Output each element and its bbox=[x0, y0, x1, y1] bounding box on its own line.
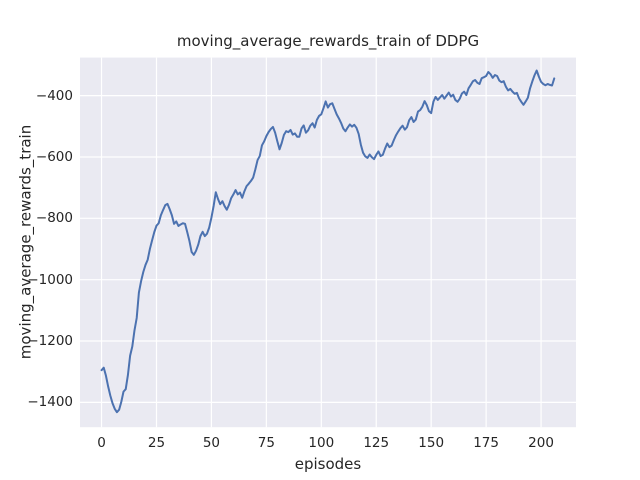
y-tick-label: −1200 bbox=[27, 333, 73, 349]
plot-area bbox=[80, 57, 576, 428]
y-tick-label: −1000 bbox=[27, 271, 73, 288]
x-tick-label: 125 bbox=[363, 435, 390, 451]
y-tick-label: −1400 bbox=[27, 394, 73, 411]
x-tick-label: 75 bbox=[257, 435, 275, 451]
y-tick-label: −800 bbox=[35, 210, 73, 227]
y-tick-label: −400 bbox=[35, 87, 73, 104]
x-tick-label: 0 bbox=[97, 435, 106, 451]
y-tick-label: −600 bbox=[35, 148, 73, 165]
x-tick-label: 100 bbox=[308, 435, 335, 451]
x-axis-label: episodes bbox=[294, 455, 362, 473]
x-tick-label: 50 bbox=[202, 435, 220, 451]
grid-lines bbox=[80, 57, 576, 428]
ddpg-reward-line bbox=[100, 69, 556, 414]
chart-title: moving_average_rewards_train of DDPG bbox=[176, 32, 480, 50]
y-axis-label: moving_average_rewards_train bbox=[16, 124, 35, 360]
x-tick-label: 150 bbox=[418, 435, 445, 451]
x-tick-label: 200 bbox=[528, 435, 554, 451]
x-tick-label: 25 bbox=[147, 435, 166, 451]
x-tick-label: 175 bbox=[473, 435, 499, 451]
